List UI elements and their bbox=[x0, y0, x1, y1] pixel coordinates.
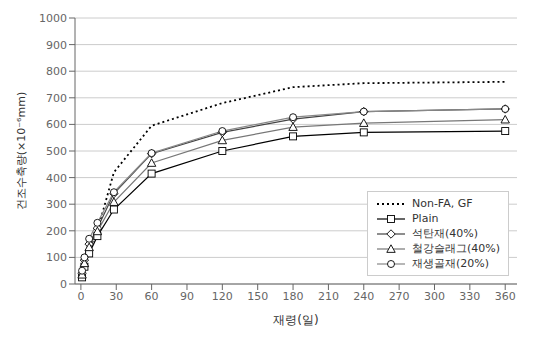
svg-text:180: 180 bbox=[283, 290, 304, 303]
svg-text:500: 500 bbox=[46, 145, 67, 158]
svg-text:재령(일): 재령(일) bbox=[273, 313, 318, 327]
svg-text:60: 60 bbox=[145, 290, 159, 303]
svg-text:900: 900 bbox=[46, 39, 67, 52]
svg-text:400: 400 bbox=[46, 172, 67, 185]
html-text:철강슬래그(40%): 철강슬래그(40%) bbox=[412, 242, 500, 255]
svg-text:90: 90 bbox=[180, 290, 194, 303]
svg-text:300: 300 bbox=[424, 290, 445, 303]
svg-text:150: 150 bbox=[247, 290, 268, 303]
svg-text:330: 330 bbox=[459, 290, 480, 303]
html-text:석탄재(40%): 석탄재(40%) bbox=[412, 227, 478, 240]
html-text:Plain: Plain bbox=[412, 212, 439, 225]
svg-text:300: 300 bbox=[46, 198, 67, 211]
svg-text:0: 0 bbox=[60, 278, 67, 291]
svg-text:800: 800 bbox=[46, 65, 67, 78]
svg-text:600: 600 bbox=[46, 118, 67, 131]
svg-text:240: 240 bbox=[353, 290, 374, 303]
svg-text:270: 270 bbox=[389, 290, 410, 303]
svg-text:0: 0 bbox=[77, 290, 84, 303]
svg-text:100: 100 bbox=[46, 251, 67, 264]
svg-text:30: 30 bbox=[109, 290, 123, 303]
svg-text:210: 210 bbox=[318, 290, 339, 303]
svg-text:200: 200 bbox=[46, 225, 67, 238]
svg-text:건조수축량(×10⁻⁶mm): 건조수축량(×10⁻⁶mm) bbox=[15, 92, 28, 210]
svg-text:360: 360 bbox=[495, 290, 516, 303]
svg-text:1000: 1000 bbox=[39, 12, 67, 25]
svg-text:700: 700 bbox=[46, 92, 67, 105]
svg-text:120: 120 bbox=[212, 290, 233, 303]
html-text:Non-FA, GF: Non-FA, GF bbox=[412, 197, 473, 210]
html-text:재생골재(20%): 재생골재(20%) bbox=[412, 257, 489, 270]
